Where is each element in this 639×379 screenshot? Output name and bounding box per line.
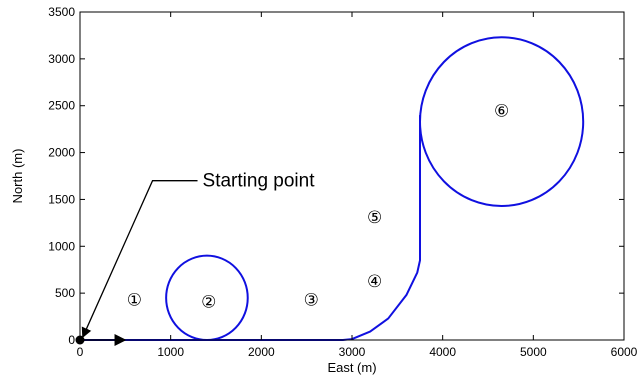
x-axis-label: East (m) — [327, 360, 376, 375]
segment-marker: ④ — [367, 272, 382, 292]
y-tick-label: 1500 — [48, 192, 75, 206]
x-tick-label: 0 — [77, 345, 84, 359]
y-tick-label: 2500 — [48, 99, 75, 113]
x-tick-label: 4000 — [429, 345, 456, 359]
y-tick-label: 500 — [55, 286, 75, 300]
x-tick-label: 1000 — [157, 345, 184, 359]
annotation-pointer — [81, 180, 198, 339]
y-tick-label: 3500 — [48, 5, 75, 19]
y-axis-label: North (m) — [10, 149, 25, 204]
segment-marker: ③ — [304, 291, 319, 311]
ticks-layer: 0 1000 2000 3000 4000 5000 6000 0 500 1000 1500 200… — [48, 5, 637, 359]
y-tick-label: 3000 — [48, 52, 75, 66]
y-tick-label: 0 — [68, 333, 75, 347]
x-tick-label: 5000 — [520, 345, 547, 359]
segment-marker: ① — [127, 291, 142, 311]
y-tick-label: 1000 — [48, 239, 75, 253]
segment-marker: ⑥ — [494, 101, 509, 121]
segment-marker: ⑤ — [367, 208, 382, 228]
annotation-layer: Starting point ① ② ③ ④ ⑤ ⑥ — [75, 101, 509, 346]
y-tick-label: 2000 — [48, 146, 75, 160]
x-tick-label: 3000 — [339, 345, 366, 359]
plot-area — [80, 12, 624, 340]
segment-marker: ② — [201, 293, 216, 313]
x-tick-label: 2000 — [248, 345, 275, 359]
annotation-text: Starting point — [203, 171, 316, 192]
loop-circle — [419, 36, 585, 207]
x-tick-label: 6000 — [611, 345, 638, 359]
